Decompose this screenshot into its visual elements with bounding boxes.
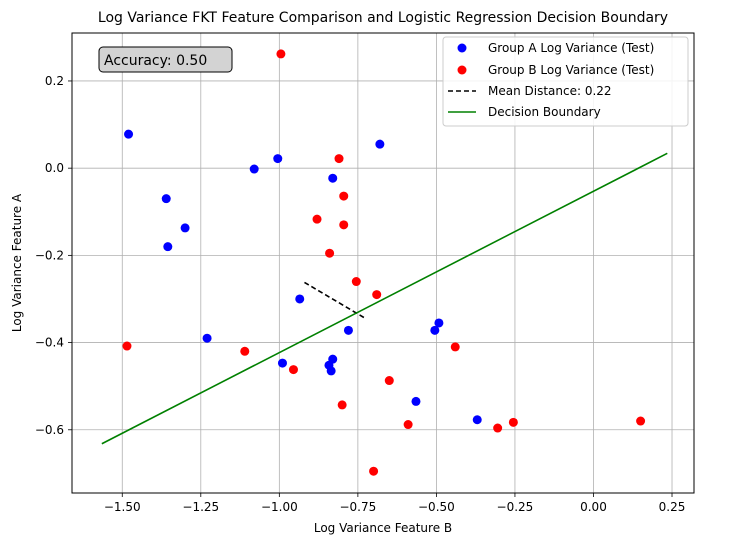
y-tick-label: 0.2 xyxy=(45,74,64,88)
plot-frame xyxy=(71,32,695,494)
chart-title: Log Variance FKT Feature Comparison and … xyxy=(98,10,668,26)
group-a-point xyxy=(430,325,440,335)
legend-label-group-b: Group B Log Variance (Test) xyxy=(488,63,654,77)
group-a-point xyxy=(124,129,134,139)
group-b-point xyxy=(508,417,518,427)
x-axis-label: Log Variance Feature B xyxy=(314,521,452,535)
x-tick-label: −1.50 xyxy=(104,500,141,514)
legend: Group A Log Variance (Test) Group B Log … xyxy=(442,36,689,127)
y-tick-label: −0.6 xyxy=(35,423,64,437)
group-b-point xyxy=(122,341,132,351)
plot-marks xyxy=(101,49,668,476)
group-b-point xyxy=(450,342,460,352)
group-b-point xyxy=(288,365,298,375)
group-b-point xyxy=(369,466,379,476)
group-a-point xyxy=(273,154,283,164)
group-a-point xyxy=(375,139,385,149)
accuracy-annotation: Accuracy: 0.50 xyxy=(98,46,233,73)
group-a-point xyxy=(328,354,338,364)
x-tick-label: −0.75 xyxy=(339,500,376,514)
legend-label-decision-boundary: Decision Boundary xyxy=(488,105,601,119)
y-axis-label: Log Variance Feature A xyxy=(10,193,24,332)
group-a-point xyxy=(295,294,305,304)
x-tick-label: −0.50 xyxy=(418,500,455,514)
group-b-point xyxy=(351,277,361,287)
group-b-point xyxy=(636,416,646,426)
x-tick-label: 0.25 xyxy=(659,500,686,514)
group-a-point xyxy=(434,318,444,328)
group-b-point xyxy=(240,346,250,356)
group-a-point xyxy=(277,358,287,368)
legend-label-group-a: Group A Log Variance (Test) xyxy=(488,41,654,55)
group-a-point xyxy=(343,325,353,335)
y-tick-label: −0.2 xyxy=(35,248,64,262)
group-b-point xyxy=(403,420,413,430)
legend-marker-group-a xyxy=(457,43,467,53)
x-tick-label: −0.25 xyxy=(497,500,534,514)
group-b-point xyxy=(325,248,335,258)
group-a-point xyxy=(180,223,190,233)
group-a-point xyxy=(163,242,173,252)
group-b-point xyxy=(339,191,349,201)
group-b-point xyxy=(337,400,347,410)
accuracy-text: Accuracy: 0.50 xyxy=(104,53,207,69)
group-b-point xyxy=(372,290,382,300)
y-tick-label: −0.4 xyxy=(35,336,64,350)
legend-marker-group-b xyxy=(457,65,467,75)
x-tick-label: 0.00 xyxy=(580,500,607,514)
group-a-point xyxy=(411,396,421,406)
group-b-point xyxy=(493,423,503,433)
y-tick-label: 0.0 xyxy=(45,161,64,175)
group-a-point xyxy=(202,333,212,343)
x-tick-label: −1.25 xyxy=(182,500,219,514)
group-b-point xyxy=(334,154,344,164)
x-tick-label: −1.00 xyxy=(261,500,298,514)
group-b-point xyxy=(339,220,349,230)
group-b-point xyxy=(276,49,286,59)
group-a-point xyxy=(161,194,171,204)
group-a-point xyxy=(328,173,338,183)
group-a-point xyxy=(326,366,336,376)
axis-ticks: −1.50 −1.25 −1.00 −0.75 −0.50 −0.25 0.00 0.25 0.… xyxy=(35,74,686,514)
group-b-point xyxy=(312,214,322,224)
group-a-point xyxy=(472,415,482,425)
group-a-point xyxy=(249,164,259,174)
group-b-point xyxy=(384,376,394,386)
decision-boundary-line xyxy=(101,152,668,445)
legend-label-mean-distance: Mean Distance: 0.22 xyxy=(488,84,612,98)
